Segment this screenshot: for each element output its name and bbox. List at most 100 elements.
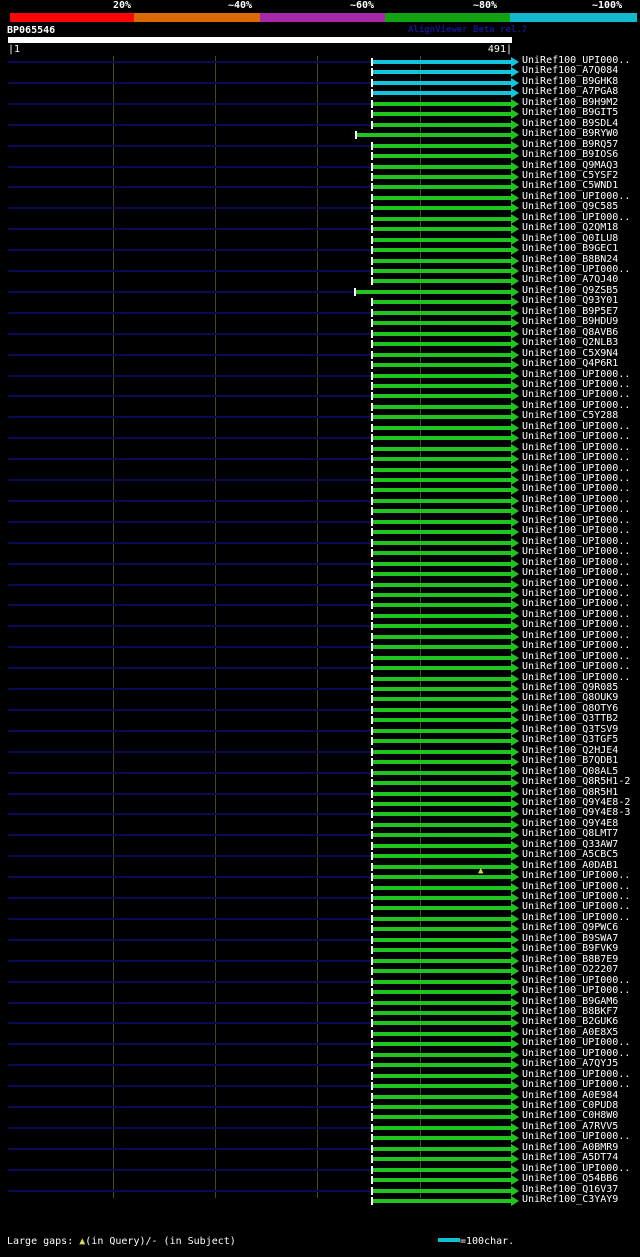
hit-bar[interactable] — [373, 666, 511, 671]
hit-bar[interactable] — [373, 645, 511, 650]
hit-label[interactable]: UniRef100_UPI000.. — [522, 619, 631, 631]
hit-bar[interactable] — [373, 164, 511, 169]
hit-label[interactable]: UniRef100_B8BN24 — [522, 253, 619, 265]
hit-bar[interactable] — [373, 112, 511, 117]
hit-bar[interactable] — [373, 415, 511, 420]
hit-label[interactable]: UniRef100_Q9R085 — [522, 682, 619, 693]
hit-label[interactable]: UniRef100_UPI000.. — [522, 1079, 631, 1091]
hit-label[interactable]: UniRef100_Q9C585 — [522, 201, 619, 213]
hit-bar[interactable] — [373, 488, 511, 493]
hit-bar[interactable] — [373, 227, 511, 232]
hit-bar[interactable] — [373, 457, 511, 462]
hit-label[interactable]: UniRef100_A5DT74 — [522, 1152, 619, 1164]
hit-bar[interactable] — [373, 248, 511, 253]
hit-label[interactable]: UniRef100_Q2NLB3 — [522, 337, 619, 349]
hit-bar[interactable] — [373, 363, 511, 368]
hit-label[interactable]: UniRef100_A0E984 — [522, 1089, 619, 1101]
hit-bar[interactable] — [373, 801, 511, 806]
hit-label[interactable]: UniRef100_UPI000.. — [522, 504, 631, 516]
hit-label[interactable]: UniRef100_Q8R5H1 — [522, 786, 619, 798]
hit-bar[interactable] — [373, 331, 511, 336]
hit-bar[interactable] — [373, 582, 511, 587]
hit-label[interactable]: UniRef100_C5Y288 — [522, 410, 619, 422]
hit-bar[interactable] — [373, 896, 511, 900]
hit-bar[interactable] — [373, 1073, 511, 1078]
hit-bar[interactable] — [373, 540, 511, 545]
hit-label[interactable]: UniRef100_Q08AL5 — [522, 765, 619, 777]
hit-label[interactable]: UniRef100_UPI000.. — [522, 441, 631, 453]
hit-label[interactable]: UniRef100_B9GIT5 — [522, 107, 619, 119]
hit-label[interactable]: UniRef100_Q3TGF5 — [522, 734, 619, 746]
hit-bar[interactable] — [373, 916, 511, 921]
hit-bar[interactable] — [357, 133, 511, 138]
hit-label[interactable]: UniRef100_UPI000.. — [522, 399, 631, 411]
hit-label[interactable]: UniRef100_A0BMR9 — [522, 1141, 619, 1153]
hit-bar[interactable] — [373, 1000, 511, 1005]
hit-label[interactable]: UniRef100_Q8OTY6 — [522, 702, 619, 714]
hit-bar[interactable] — [373, 1105, 511, 1109]
hit-label[interactable]: UniRef100_Q3TSV9 — [522, 723, 619, 735]
hit-label[interactable]: UniRef100_UPI000.. — [522, 911, 631, 923]
hit-label[interactable]: UniRef100_UPI000.. — [522, 514, 631, 526]
hit-bar[interactable] — [373, 927, 511, 932]
hit-bar[interactable] — [373, 791, 511, 796]
hit-label[interactable]: UniRef100_O22207 — [522, 964, 619, 976]
hit-label[interactable]: UniRef100_UPI000.. — [522, 629, 631, 641]
hit-bar[interactable] — [373, 383, 511, 388]
hit-bar[interactable] — [373, 530, 511, 535]
hit-label[interactable]: UniRef100_UPI000.. — [522, 974, 631, 986]
hit-label[interactable]: UniRef100_A7RVV5 — [522, 1120, 619, 1132]
hit-bar[interactable] — [373, 436, 511, 441]
hit-label[interactable]: UniRef100_Q9PWC6 — [522, 922, 619, 934]
hit-label[interactable]: UniRef100_A5CBC5 — [522, 849, 619, 861]
hit-bar[interactable] — [373, 812, 511, 817]
hit-label[interactable]: UniRef100_UPI000.. — [522, 452, 631, 464]
hit-label[interactable]: UniRef100_UPI000.. — [522, 368, 631, 380]
hit-label[interactable]: UniRef100_C0H8W0 — [522, 1110, 619, 1122]
hit-bar[interactable] — [373, 80, 511, 85]
hit-label[interactable]: UniRef100_C5YSF2 — [522, 169, 619, 181]
hit-label[interactable]: UniRef100_UPI000.. — [522, 880, 631, 892]
hit-label[interactable]: UniRef100_UPI000.. — [522, 525, 631, 537]
hit-bar[interactable] — [373, 1125, 511, 1130]
hit-bar[interactable] — [373, 624, 511, 629]
hit-label[interactable]: UniRef100_A7Q084 — [522, 65, 619, 77]
hit-bar[interactable] — [373, 854, 511, 859]
hit-label[interactable]: UniRef100_B9RQ57 — [522, 138, 619, 150]
hit-bar[interactable] — [373, 1094, 511, 1099]
hit-label[interactable]: UniRef100_UPI000.. — [522, 431, 631, 443]
hit-bar[interactable] — [373, 770, 511, 775]
hit-bar[interactable] — [373, 1115, 511, 1120]
hit-label[interactable]: UniRef100_B7QDB1 — [522, 755, 619, 767]
hit-bar[interactable] — [373, 676, 511, 681]
hit-label[interactable]: UniRef100_B8BKF7 — [522, 1005, 619, 1017]
hit-bar[interactable] — [373, 718, 511, 723]
hit-bar[interactable] — [373, 122, 511, 127]
hit-label[interactable]: UniRef100_UPI000.. — [522, 55, 631, 66]
hit-bar[interactable] — [373, 310, 511, 315]
hit-label[interactable]: UniRef100_UPI000.. — [522, 483, 631, 495]
hit-label[interactable]: UniRef100_UPI000.. — [522, 640, 631, 652]
hit-bar[interactable] — [373, 1136, 511, 1141]
hit-label[interactable]: UniRef100_B9P5E7 — [522, 305, 619, 317]
hit-label[interactable]: UniRef100_Q9MAQ3 — [522, 159, 619, 171]
hit-label[interactable]: UniRef100_UPI000.. — [522, 587, 631, 599]
hit-bar[interactable] — [373, 843, 511, 848]
hit-label[interactable]: UniRef100_B9FVK9 — [522, 943, 619, 955]
hit-label[interactable]: UniRef100_UPI000.. — [522, 661, 631, 673]
hit-label[interactable]: UniRef100_UPI000.. — [522, 211, 631, 223]
hit-bar[interactable] — [373, 822, 511, 827]
hit-bar[interactable] — [373, 1146, 511, 1151]
hit-bar[interactable] — [373, 206, 511, 211]
hit-bar[interactable] — [373, 143, 511, 148]
hit-label[interactable]: UniRef100_Q16V37 — [522, 1183, 619, 1195]
hit-label[interactable]: UniRef100_Q3TTB2 — [522, 713, 619, 725]
hit-bar[interactable] — [373, 760, 511, 765]
hit-label[interactable]: UniRef100_Q9Y4E8 — [522, 817, 619, 829]
hit-bar[interactable] — [373, 739, 511, 744]
hit-bar[interactable] — [373, 749, 511, 754]
hit-bar[interactable] — [373, 1157, 511, 1162]
hit-label[interactable]: UniRef100_B9HDU9 — [522, 316, 619, 328]
hit-bar[interactable] — [373, 572, 511, 577]
hit-label[interactable]: UniRef100_Q2HJE4 — [522, 744, 619, 756]
